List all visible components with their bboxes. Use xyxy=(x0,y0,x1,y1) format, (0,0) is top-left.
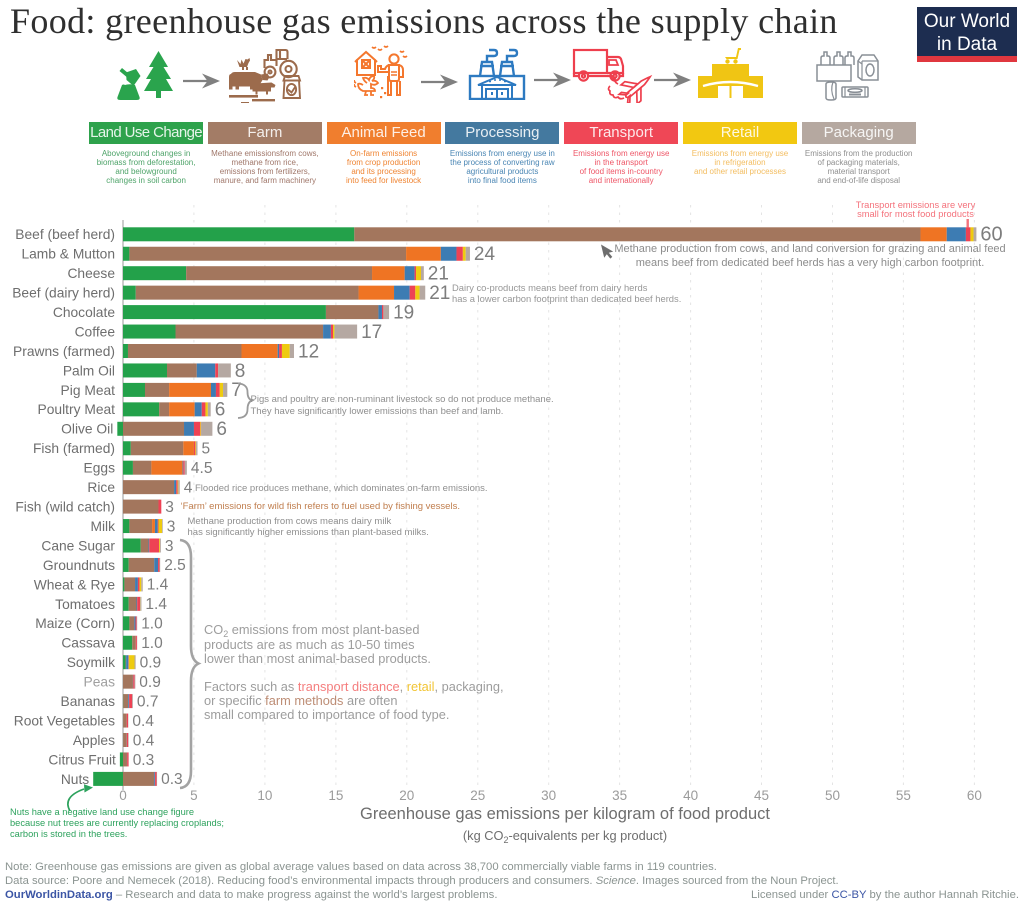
svg-text:Palm Oil: Palm Oil xyxy=(63,363,115,378)
svg-text:Prawns (farmed): Prawns (farmed) xyxy=(13,344,115,359)
svg-text:Beef (dairy herd): Beef (dairy herd) xyxy=(12,286,115,301)
svg-text:Fish (farmed): Fish (farmed) xyxy=(33,441,115,456)
svg-text:Citrus Fruit: Citrus Fruit xyxy=(48,752,116,767)
svg-text:4.5: 4.5 xyxy=(191,460,213,477)
svg-text:Beef (beef herd): Beef (beef herd) xyxy=(15,227,115,242)
svg-text:0.3: 0.3 xyxy=(133,752,155,769)
svg-text:3: 3 xyxy=(165,499,174,516)
svg-text:5: 5 xyxy=(202,441,211,458)
svg-text:Milk: Milk xyxy=(90,519,115,534)
svg-text:5: 5 xyxy=(190,788,198,803)
svg-text:Bananas: Bananas xyxy=(61,694,116,709)
svg-text:Nuts: Nuts xyxy=(61,772,89,787)
svg-text:0.9: 0.9 xyxy=(140,655,162,672)
svg-text:50: 50 xyxy=(825,788,840,803)
svg-text:60: 60 xyxy=(980,224,1002,246)
svg-text:0.4: 0.4 xyxy=(132,713,154,730)
svg-text:Tomatoes: Tomatoes xyxy=(55,597,115,612)
svg-text:Cheese: Cheese xyxy=(67,266,115,281)
svg-text:20: 20 xyxy=(399,788,414,803)
svg-text:Pig Meat: Pig Meat xyxy=(61,383,116,398)
svg-text:Apples: Apples xyxy=(73,733,115,748)
svg-text:0.4: 0.4 xyxy=(133,732,155,749)
svg-text:60: 60 xyxy=(967,788,982,803)
svg-text:0: 0 xyxy=(119,788,127,803)
svg-text:Groundnuts: Groundnuts xyxy=(43,558,115,573)
svg-text:Soymilk: Soymilk xyxy=(67,655,115,670)
svg-text:1.4: 1.4 xyxy=(145,596,167,613)
svg-text:4: 4 xyxy=(184,479,193,496)
svg-text:21: 21 xyxy=(429,283,450,304)
svg-text:Root Vegetables: Root Vegetables xyxy=(14,713,115,728)
svg-text:0.9: 0.9 xyxy=(139,674,161,691)
svg-text:Coffee: Coffee xyxy=(75,324,116,339)
svg-text:0.3: 0.3 xyxy=(161,771,183,788)
svg-text:0.7: 0.7 xyxy=(137,693,159,710)
svg-text:10: 10 xyxy=(257,788,272,803)
svg-text:Rice: Rice xyxy=(87,480,115,495)
svg-text:8: 8 xyxy=(235,361,246,382)
svg-text:25: 25 xyxy=(470,788,485,803)
svg-text:2.5: 2.5 xyxy=(164,557,186,574)
svg-text:30: 30 xyxy=(541,788,556,803)
svg-text:19: 19 xyxy=(393,302,414,323)
svg-text:Olive Oil: Olive Oil xyxy=(61,422,113,437)
svg-text:55: 55 xyxy=(896,788,911,803)
svg-text:Chocolate: Chocolate xyxy=(53,305,115,320)
svg-text:45: 45 xyxy=(754,788,769,803)
svg-text:Peas: Peas xyxy=(84,675,116,690)
svg-text:7: 7 xyxy=(231,380,242,401)
svg-text:15: 15 xyxy=(328,788,343,803)
svg-text:3: 3 xyxy=(167,518,176,535)
svg-text:1.0: 1.0 xyxy=(141,616,163,633)
svg-text:17: 17 xyxy=(361,322,382,343)
svg-text:6: 6 xyxy=(215,400,226,421)
svg-text:Cane Sugar: Cane Sugar xyxy=(41,538,115,553)
svg-text:21: 21 xyxy=(428,264,449,285)
svg-text:1.0: 1.0 xyxy=(141,635,163,652)
svg-text:40: 40 xyxy=(683,788,698,803)
svg-text:Maize (Corn): Maize (Corn) xyxy=(35,616,115,631)
svg-text:35: 35 xyxy=(612,788,627,803)
svg-text:Cassava: Cassava xyxy=(61,636,115,651)
svg-text:3: 3 xyxy=(165,538,174,555)
svg-text:6: 6 xyxy=(216,419,227,440)
svg-text:Eggs: Eggs xyxy=(84,461,116,476)
svg-text:24: 24 xyxy=(474,244,496,265)
svg-text:Wheat & Rye: Wheat & Rye xyxy=(34,577,116,592)
svg-text:Lamb & Mutton: Lamb & Mutton xyxy=(21,247,115,262)
svg-text:Fish (wild catch): Fish (wild catch) xyxy=(15,500,115,515)
svg-text:Poultry Meat: Poultry Meat xyxy=(38,402,116,417)
svg-text:1.4: 1.4 xyxy=(147,577,169,594)
svg-text:12: 12 xyxy=(298,341,319,362)
